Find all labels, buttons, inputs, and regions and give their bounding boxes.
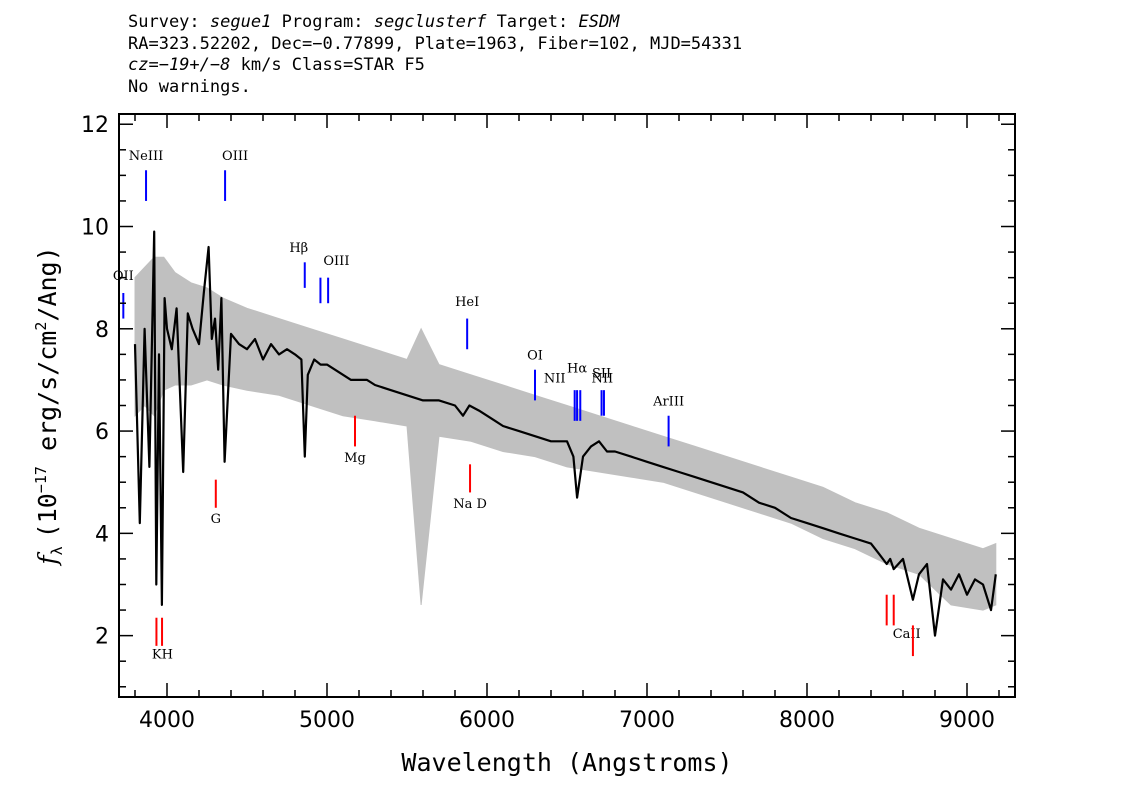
x-tick-label: 9000 <box>939 708 995 733</box>
header-line-4: No warnings. <box>128 76 251 97</box>
y-tick-label: 6 <box>95 420 109 445</box>
header-line-1: Survey: segue1 Program: segclusterf Targ… <box>128 12 742 34</box>
program-label: Program: <box>281 12 364 32</box>
y-axis-symbol-sub: λ <box>48 546 66 555</box>
spectrum-header: Survey: segue1 Program: segclusterf Targ… <box>128 12 742 98</box>
absorption-line-label: Mg <box>344 451 366 466</box>
error-band <box>134 256 997 611</box>
y-axis-symbol: f <box>33 552 62 567</box>
x-tick-label: 8000 <box>779 708 835 733</box>
emission-line-label: NeIII <box>129 149 163 164</box>
tick-labels: 4000 5000 6000 7000 8000 9000 2 4 6 8 10 12 <box>81 113 995 733</box>
emission-line-label: HeI <box>455 295 479 310</box>
absorption-line-label: Na D <box>453 497 487 512</box>
emission-line-label: ArIII <box>652 395 684 410</box>
y-tick-label: 12 <box>81 113 109 138</box>
absorption-line-label: CaII <box>893 627 921 642</box>
y-tick-label: 10 <box>81 216 109 241</box>
target-value: ESDM <box>578 12 620 32</box>
emission-line-label: OIII <box>222 149 248 164</box>
emission-line-label: SII <box>592 366 611 381</box>
cz-label: cz= <box>128 55 159 75</box>
x-tick-label: 7000 <box>619 708 675 733</box>
y-tick-label: 8 <box>95 318 109 343</box>
y-axis-text-1: (10 <box>33 493 62 538</box>
cz-value: −19+/−8 <box>158 55 231 75</box>
survey-label: Survey: <box>128 12 200 32</box>
emission-line-label: NII <box>544 371 566 386</box>
y-axis-text-2: erg/s/cm <box>33 331 62 466</box>
y-axis-text-3: /Ang) <box>33 246 62 321</box>
y-tick-label: 4 <box>95 522 109 547</box>
header-line-2: RA=323.52202, Dec=−0.77899, Plate=1963, … <box>128 33 743 54</box>
target-label: Target: <box>496 12 569 32</box>
y-tick-label: 2 <box>95 625 109 650</box>
x-axis-label: Wavelength (Angstroms) <box>401 748 732 777</box>
header-line-3: cz=−19+/−8 km/s Class=STAR F5 <box>128 55 742 77</box>
emission-line-label: Hα <box>567 361 587 376</box>
y-axis-exp: −17 <box>32 466 50 493</box>
emission-line-label: Hβ <box>289 241 308 256</box>
y-axis-label: fλ (10−17 erg/s/cm2/Ang) <box>32 246 66 566</box>
flux-line <box>133 230 997 637</box>
y-axis-exp-2: 2 <box>32 322 50 331</box>
emission-line-label: OI <box>527 348 543 363</box>
error-band-area <box>134 256 997 611</box>
x-tick-label: 4000 <box>139 708 195 733</box>
plot-axes <box>118 113 1016 698</box>
flux-series <box>133 230 997 637</box>
program-value: segclusterf <box>373 12 487 32</box>
emission-line-label: NII <box>591 371 613 386</box>
x-tick-label: 6000 <box>459 708 515 733</box>
x-tick-label: 5000 <box>299 708 355 733</box>
class-text: km/s Class=STAR F5 <box>230 55 425 75</box>
survey-value: segue1 <box>209 12 272 32</box>
absorption-line-label: KH <box>152 648 173 663</box>
emission-line-label: OIII <box>323 254 349 269</box>
emission-line-label: OII <box>113 269 134 284</box>
absorption-line-label: G <box>211 512 221 527</box>
